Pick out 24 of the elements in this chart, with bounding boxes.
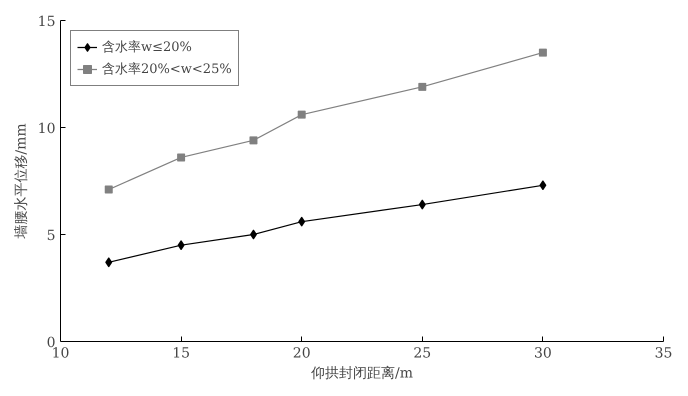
y-axis-title: 墙腰水平位移/mm (14, 123, 30, 240)
x-tick-label: 20 (292, 346, 311, 362)
point (298, 110, 306, 119)
point (539, 180, 546, 190)
legend-label: 含水率20%<w<25% (102, 61, 232, 78)
y-tick-label: 15 (38, 14, 56, 30)
y-tick-label: 5 (46, 228, 56, 244)
point (418, 200, 426, 210)
point (105, 257, 112, 268)
x-tick-label: 30 (534, 346, 552, 362)
point (249, 136, 258, 144)
x-axis-title: 仰拱封闭距离/m (311, 366, 414, 382)
point (104, 186, 113, 194)
point (178, 240, 185, 250)
x-tick-label: 25 (413, 346, 432, 362)
point (298, 216, 306, 227)
point (250, 230, 257, 240)
point (177, 153, 186, 162)
legend-label: 含水率w≤20% (102, 39, 192, 56)
y-tick-label: 10 (38, 121, 56, 137)
x-tick-label: 15 (172, 346, 190, 362)
point (538, 48, 547, 57)
point (418, 82, 426, 91)
x-tick-label: 35 (654, 346, 672, 362)
